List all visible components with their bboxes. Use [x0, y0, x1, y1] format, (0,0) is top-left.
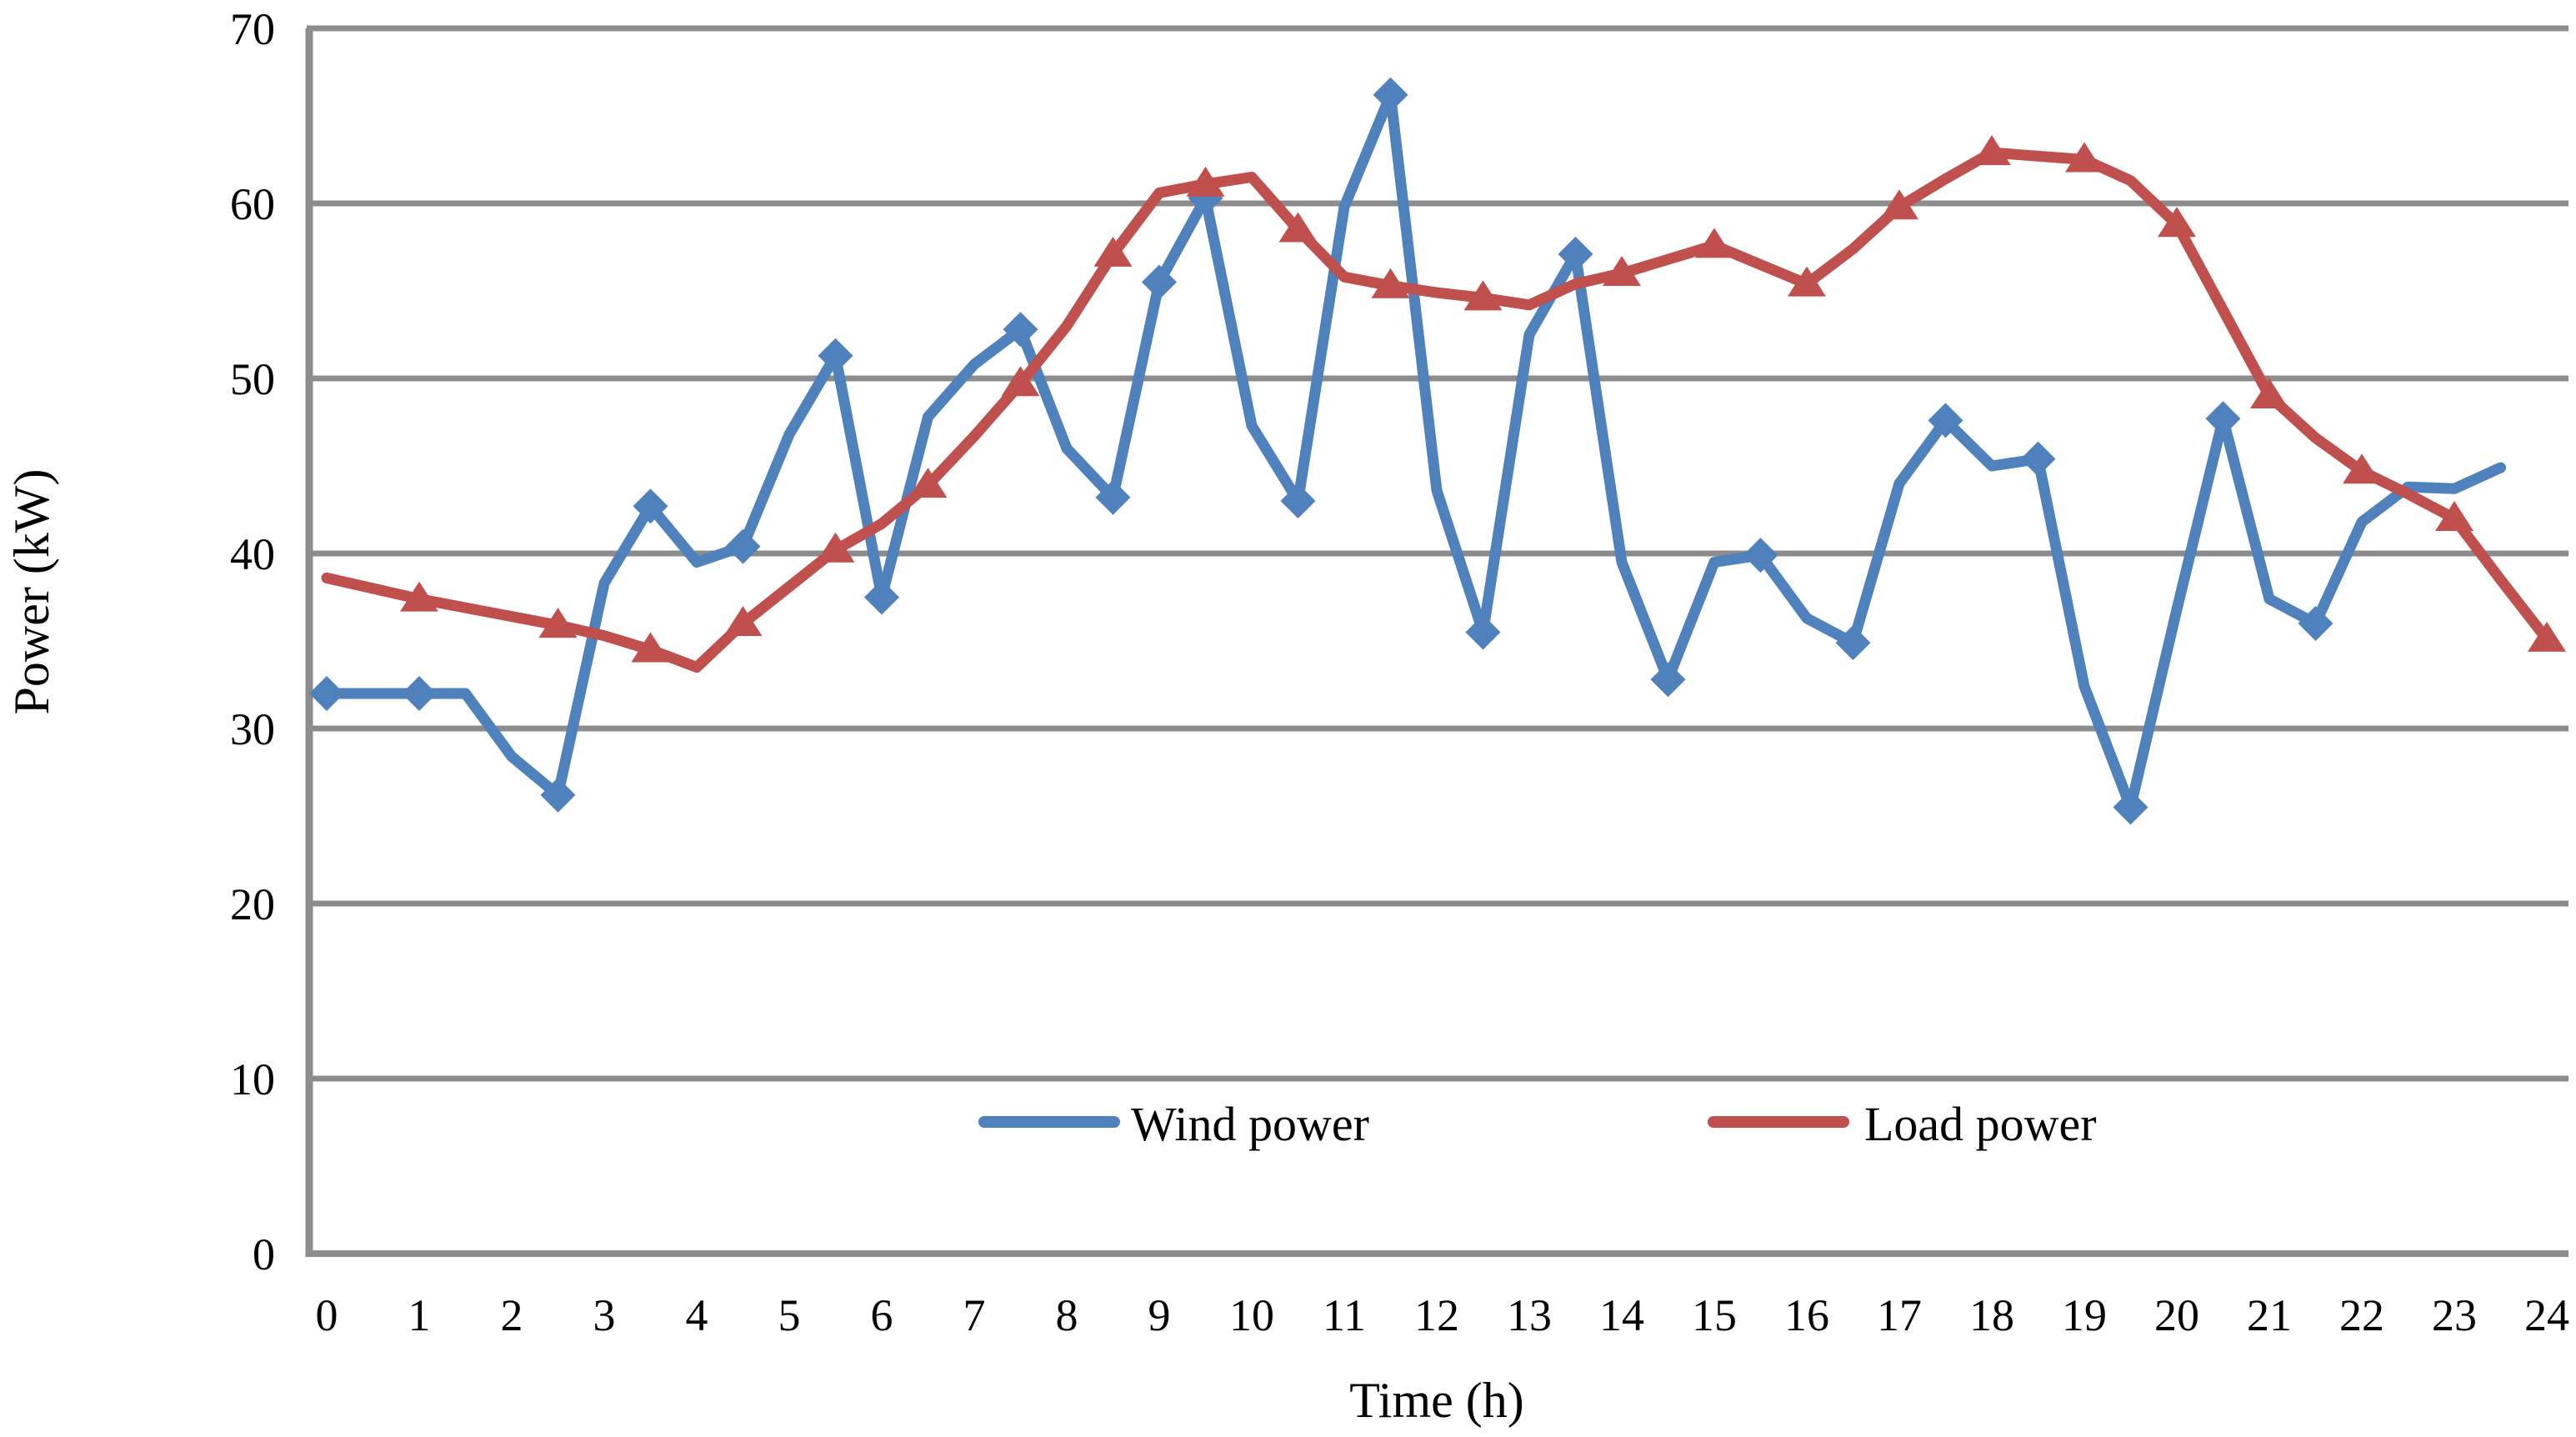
y-tick-label-0: 0 [253, 1229, 275, 1279]
x-tick-label-3: 3 [593, 1290, 616, 1340]
legend-item-load-power: Load power [1708, 1097, 2097, 1151]
y-tick-label-70: 70 [230, 4, 275, 54]
x-tick-label-8: 8 [1056, 1290, 1078, 1340]
x-tick-label-16: 16 [1784, 1290, 1829, 1340]
y-tick-label-60: 60 [230, 179, 275, 229]
legend: Wind power Load power [978, 1097, 2097, 1151]
x-tick-label-1: 1 [408, 1290, 431, 1340]
legend-label-wind-power: Wind power [1131, 1097, 1369, 1151]
legend-label-load-power: Load power [1864, 1097, 2097, 1151]
x-tick-label-12: 12 [1414, 1290, 1459, 1340]
x-axis-title: Time (h) [1349, 1373, 1523, 1428]
y-tick-label-30: 30 [230, 704, 275, 754]
x-tick-label-17: 17 [1877, 1290, 1922, 1340]
y-tick-label-10: 10 [230, 1054, 275, 1104]
y-tick-label-50: 50 [230, 354, 275, 404]
gridlines [307, 25, 2568, 1082]
x-tick-label-18: 18 [1969, 1290, 2014, 1340]
x-tick-label-19: 19 [2062, 1290, 2107, 1340]
axes [305, 28, 2568, 1257]
x-tick-label-11: 11 [1323, 1290, 1366, 1340]
x-tick-label-22: 22 [2339, 1290, 2384, 1340]
legend-swatch-load-power [1708, 1116, 1849, 1128]
x-tick-label-2: 2 [501, 1290, 523, 1340]
x-tick-label-13: 13 [1507, 1290, 1552, 1340]
x-tick-label-14: 14 [1599, 1290, 1644, 1340]
x-tick-label-4: 4 [686, 1290, 708, 1340]
x-tick-label-7: 7 [963, 1290, 986, 1340]
x-tick-label-15: 15 [1692, 1290, 1737, 1340]
load-power-markers [400, 135, 2566, 663]
series-load-power [321, 135, 2566, 673]
load-power-line [321, 147, 2553, 673]
y-tick-label-40: 40 [230, 529, 275, 579]
x-tick-label-20: 20 [2154, 1290, 2199, 1340]
legend-swatch-wind-power [978, 1116, 1120, 1128]
y-axis-title: Power (kW) [4, 469, 59, 715]
y-tick-label-20: 20 [230, 879, 275, 929]
series-wind-power [309, 77, 2506, 825]
x-tick-label-23: 23 [2432, 1290, 2477, 1340]
x-tick-label-24: 24 [2524, 1290, 2569, 1340]
x-tick-label-5: 5 [778, 1290, 801, 1340]
x-tick-label-6: 6 [871, 1290, 893, 1340]
x-tick-label-9: 9 [1148, 1290, 1171, 1340]
wind-power-markers [309, 77, 2333, 825]
legend-item-wind-power: Wind power [978, 1097, 1369, 1151]
x-tick-label-21: 21 [2247, 1290, 2292, 1340]
x-tick-label-0: 0 [316, 1290, 338, 1340]
x-tick-label-10: 10 [1229, 1290, 1274, 1340]
